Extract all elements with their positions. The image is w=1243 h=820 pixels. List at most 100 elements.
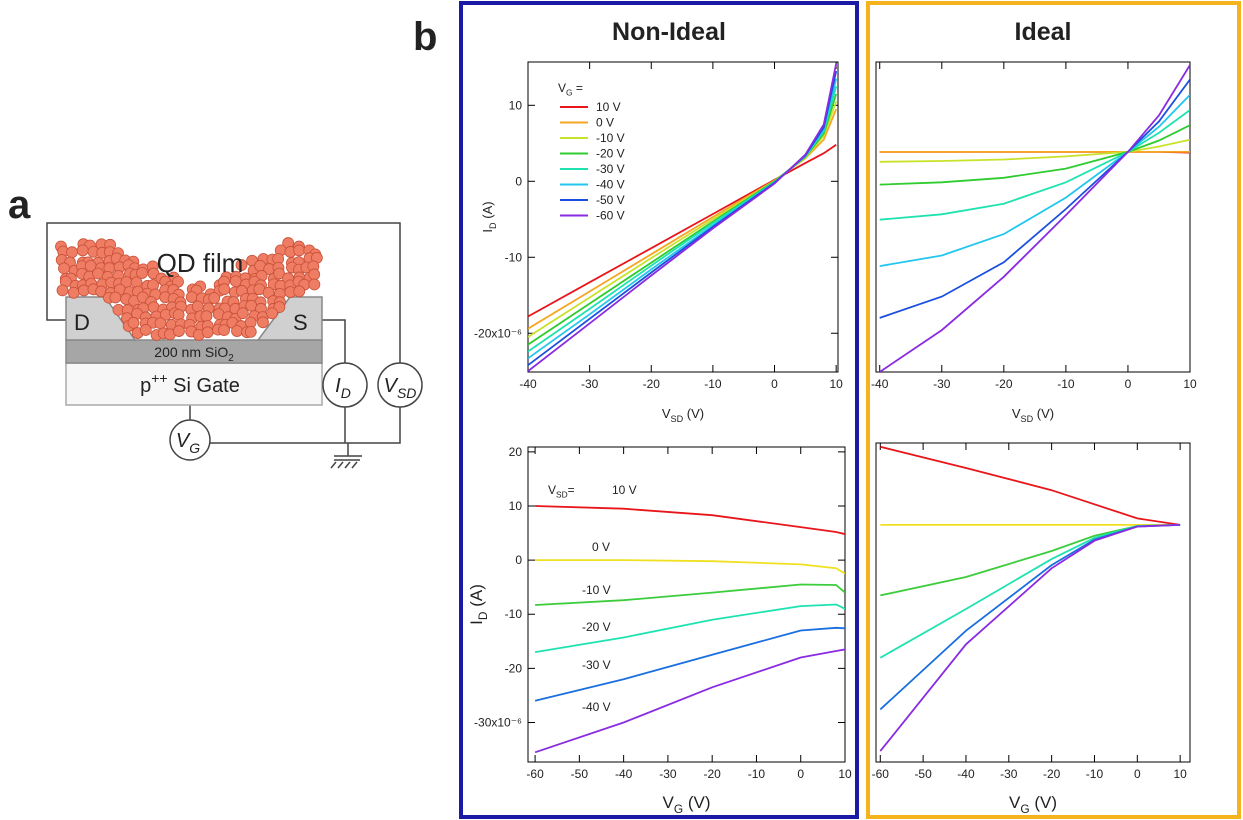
quantum-dot	[191, 300, 204, 313]
quantum-dot	[136, 267, 148, 279]
quantum-dot	[257, 316, 269, 329]
legend-title: VG =	[558, 81, 583, 98]
x-tick-label: -30	[659, 767, 677, 781]
series-label: -40 V	[582, 700, 611, 714]
y-tick-label: -30x10⁻⁶	[474, 715, 522, 729]
y-axis-label-part: I	[480, 229, 495, 233]
series-line	[879, 524, 1181, 659]
series-line	[528, 101, 838, 338]
quantum-dot	[293, 285, 306, 298]
series-line	[535, 583, 845, 606]
x-axis-label-part: SD	[671, 414, 684, 424]
series-label: 0 V	[592, 540, 610, 554]
y-axis-label: ID (A)	[467, 584, 490, 625]
x-tick-label: -60	[872, 767, 890, 781]
legend-title-part: SD	[556, 490, 568, 500]
x-tick-label: -30	[1000, 767, 1018, 781]
x-tick-label: 0	[797, 767, 804, 781]
legend-title-part: V	[558, 81, 566, 95]
y-tick-label: 10	[509, 98, 523, 112]
quantum-dot	[67, 286, 80, 299]
y-tick-label: 10	[509, 499, 523, 513]
series-line	[879, 524, 1181, 752]
quantum-dot	[201, 326, 214, 339]
x-axis-label-part: V	[1009, 793, 1021, 812]
series-line	[534, 626, 845, 702]
legend-title-part: =	[568, 483, 575, 497]
series-line	[528, 70, 838, 366]
y-tick-label: -20x10⁻⁶	[474, 326, 522, 340]
x-axis-label-part: (V)	[683, 406, 704, 421]
series-line	[879, 78, 1190, 319]
current-label-part: I	[335, 375, 341, 397]
x-tick-label: -50	[914, 767, 932, 781]
source-label: S	[293, 310, 308, 335]
x-axis-label-part: G	[1020, 802, 1029, 816]
x-tick-label: -40	[957, 767, 975, 781]
legend-label: -30 V	[596, 162, 625, 176]
series-line	[879, 138, 1190, 163]
current-meter	[322, 362, 368, 408]
quantum-dot	[200, 310, 213, 323]
x-axis-label-part: V	[662, 406, 671, 421]
quantum-dot	[308, 268, 321, 281]
gate-label-part: p	[140, 375, 151, 397]
y-tick-label: -10	[505, 250, 523, 264]
x-tick-label: 0	[1125, 377, 1132, 391]
series-label: -10 V	[582, 583, 611, 597]
quantum-dot	[218, 283, 231, 296]
plot-frame	[875, 61, 1191, 373]
quantum-dot	[139, 324, 152, 336]
series-line	[528, 78, 838, 360]
x-axis-label-part: (V)	[683, 793, 710, 812]
vg-label-part: G	[189, 440, 200, 456]
x-axis-label-part: (V)	[1030, 793, 1057, 812]
legend-title: VSD=	[548, 483, 575, 500]
legend-label: -60 V	[596, 209, 625, 223]
x-tick-label: -10	[1057, 377, 1075, 391]
x-axis-label-part: V	[663, 793, 675, 812]
x-tick-label: -20	[704, 767, 722, 781]
y-tick-label: 0	[515, 174, 522, 188]
voltage-source	[377, 362, 423, 408]
gate-layer	[65, 362, 323, 406]
series-line	[879, 124, 1190, 186]
legend-title-part: G	[566, 88, 573, 98]
x-tick-label: 10	[1183, 377, 1197, 391]
series-line	[535, 559, 845, 575]
wire	[46, 222, 401, 363]
y-tick-label: 0	[515, 553, 522, 567]
gate-label-part: Si Gate	[168, 375, 240, 397]
series-group	[879, 445, 1181, 752]
x-tick-label: -60	[526, 767, 544, 781]
x-tick-label: -50	[571, 767, 589, 781]
legend-label: 0 V	[596, 116, 614, 130]
series-line	[528, 108, 838, 330]
x-tick-label: -10	[748, 767, 766, 781]
panel-title: Ideal	[1015, 18, 1072, 46]
quantum-dot	[208, 292, 221, 304]
x-tick-label: -30	[933, 377, 951, 391]
series-line	[880, 524, 1181, 597]
quantum-dot	[127, 316, 140, 329]
x-tick-label: -20	[643, 377, 661, 391]
vg-label: VG	[176, 430, 200, 456]
y-tick-label: 20	[509, 445, 523, 459]
y-axis-label-part: (A)	[467, 584, 486, 611]
series-line	[528, 86, 838, 353]
y-axis-label-part: I	[467, 620, 486, 625]
legend-title-part: V	[548, 483, 556, 497]
ground	[330, 459, 360, 469]
quantum-dot	[244, 325, 257, 338]
y-axis-label-part: D	[488, 222, 498, 229]
ideal-frame	[866, 1, 1241, 819]
y-tick-label: -20	[505, 661, 523, 675]
vsd-label: VSD	[384, 375, 417, 401]
vsd-label-part: SD	[397, 385, 416, 401]
y-tick-label: -10	[505, 607, 523, 621]
quantum-dot	[76, 244, 89, 257]
oxide-layer	[65, 339, 323, 364]
series-line	[879, 524, 1181, 711]
quantum-dot	[58, 262, 70, 275]
